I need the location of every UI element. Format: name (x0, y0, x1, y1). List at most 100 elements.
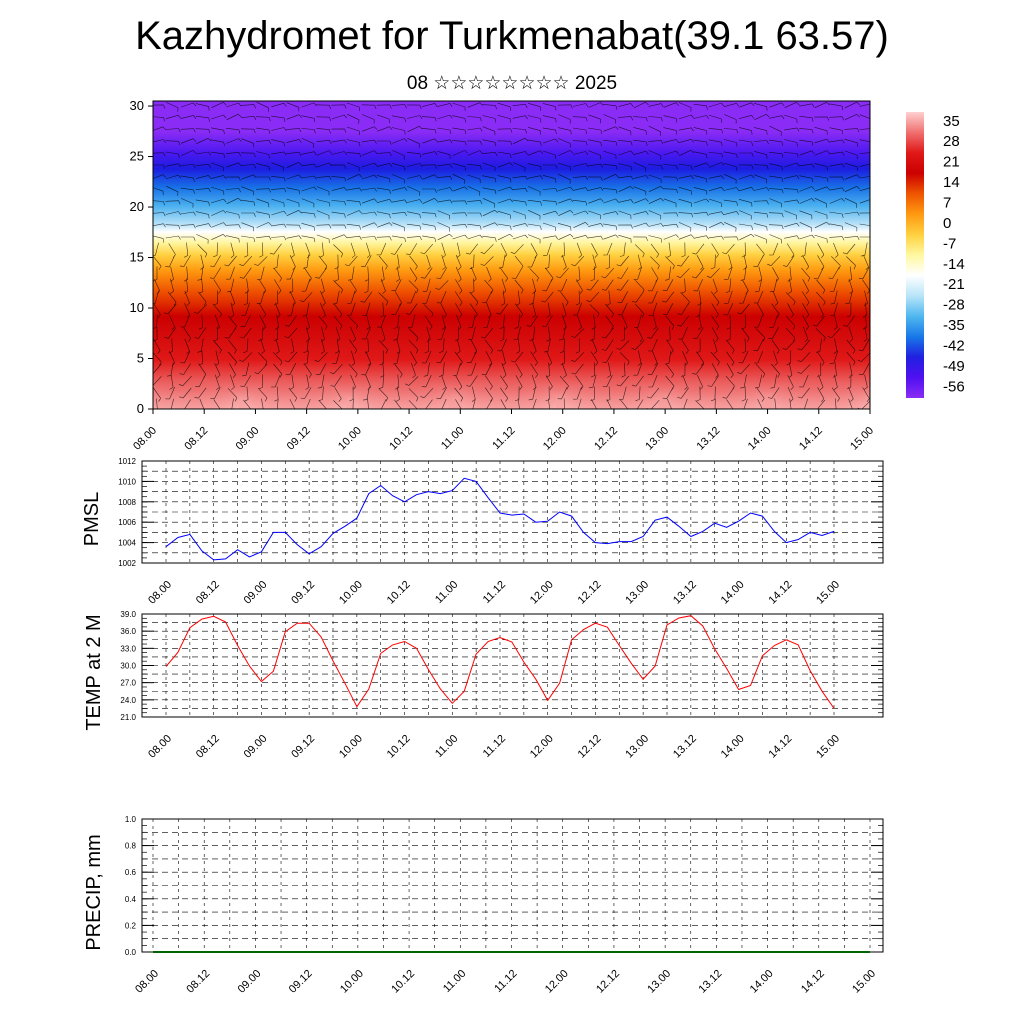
x-tick-label: 12.00 (528, 733, 556, 761)
y-tick-label: 20 (130, 199, 144, 214)
x-tick-label: 08.00 (133, 968, 161, 996)
x-tick-label: 13.12 (671, 579, 699, 607)
x-tick-label: 11.12 (492, 968, 519, 995)
y-tick-label: 21.0 (120, 713, 136, 722)
x-tick-label: 08.00 (146, 733, 174, 761)
x-tick-label: 10.12 (389, 968, 417, 996)
x-tick-label: 15.00 (814, 579, 842, 607)
x-tick-label: 11.00 (433, 733, 460, 760)
x-tick-label: 11.12 (481, 579, 508, 606)
x-tick-label: 14.00 (748, 968, 776, 996)
chart-title: Kazhydromet for Turkmenabat(39.1 63.57) (135, 14, 889, 58)
x-tick-label: 12.12 (594, 968, 622, 996)
colorbar-gradient (906, 112, 924, 398)
x-tick-label: 13.12 (697, 968, 725, 996)
x-tick-label: 13.00 (623, 579, 651, 607)
x-tick-label: 10.00 (337, 579, 365, 607)
y-tick-label: 5 (137, 351, 144, 366)
series-line (165, 477, 835, 561)
colorbar-label: -42 (943, 337, 965, 354)
y-tick-label: 1012 (118, 457, 136, 466)
x-tick-label: 12.12 (576, 733, 604, 761)
y-tick-label: 0.0 (125, 948, 137, 957)
x-tick-label: 10.12 (387, 425, 415, 453)
x-tick-label: 08.12 (184, 968, 212, 996)
x-tick-label: 15.00 (814, 733, 842, 761)
x-tick-label: 12.00 (541, 425, 569, 453)
colorbar: 35 28 21 14 7 0 -7 -14 -21 -28 -35 -42 -49 -56 (906, 112, 965, 398)
x-tick-label: 14.00 (719, 733, 747, 761)
x-tick-label: 09.00 (242, 579, 270, 607)
chart-subtitle: 08 ☆☆☆☆☆☆☆☆ 2025 (406, 73, 618, 94)
colorbar-label: 28 (943, 133, 960, 150)
colorbar-label: 21 (943, 154, 960, 171)
y-tick-label: 0.8 (125, 842, 137, 851)
x-tick-label: 13.00 (645, 968, 673, 996)
x-tick-label: 12.00 (528, 579, 556, 607)
x-tick-label: 09.12 (289, 579, 317, 607)
x-tick-label: 10.12 (385, 579, 413, 607)
y-axis-label: PRECIP, mm (83, 834, 105, 950)
y-axis-label: TEMP at 2 M (83, 614, 105, 730)
wind-barbs (153, 101, 870, 409)
x-tick-label: 14.12 (766, 579, 794, 607)
x-tick-label: 11.00 (439, 425, 466, 452)
y-tick-label: 1008 (118, 498, 136, 507)
x-tick-label: 13.00 (623, 733, 651, 761)
x-tick-label: 09.00 (242, 733, 270, 761)
x-tick-label: 09.00 (234, 425, 262, 453)
x-tick-label: 14.12 (799, 968, 827, 996)
warm-cell (448, 349, 565, 409)
x-tick-label: 08.12 (194, 733, 222, 761)
y-tick-label: 1002 (118, 559, 136, 568)
x-tick-label: 09.12 (285, 425, 313, 453)
x-tick-label: 08.12 (182, 425, 210, 453)
x-tick-label: 14.00 (746, 425, 774, 453)
y-tick-label: 39.0 (120, 610, 136, 619)
y-tick-label: 24.0 (120, 696, 136, 705)
y-tick-label: 10 (130, 300, 144, 315)
y-tick-label: 30 (130, 98, 144, 113)
x-tick-label: 12.00 (543, 968, 571, 996)
warm-cell (153, 349, 247, 409)
x-tick-label: 13.00 (643, 425, 671, 453)
y-tick-label: 1.0 (125, 815, 137, 824)
x-tick-label: 11.12 (481, 733, 508, 760)
colorbar-label: -14 (943, 256, 965, 273)
y-tick-label: 1004 (118, 539, 136, 548)
y-tick-label: 36.0 (120, 627, 136, 636)
x-tick-label: 09.00 (236, 968, 264, 996)
series-line (165, 615, 835, 709)
y-tick-label: 1006 (118, 518, 136, 527)
x-tick-label: 11.12 (490, 425, 517, 452)
colorbar-label: 0 (943, 215, 951, 232)
x-tick-label: 15.00 (848, 425, 876, 453)
y-axis-label: PMSL (81, 492, 103, 546)
x-tick-label: 10.00 (336, 425, 364, 453)
colorbar-label: -28 (943, 297, 965, 314)
temp-panel: 21.0 24.0 27.0 30.0 33.0 36.0 39.0 08.00 08.12 09… (83, 610, 884, 761)
y-tick-label: 0.6 (125, 868, 137, 877)
x-tick-label: 10.00 (338, 968, 366, 996)
x-tick-label: 10.12 (385, 733, 413, 761)
colorbar-label: -49 (943, 358, 965, 375)
colorbar-label: -56 (943, 378, 965, 395)
colorbar-label: 35 (943, 113, 960, 130)
colorbar-label: -7 (943, 235, 956, 252)
colorbar-label: -35 (943, 317, 965, 334)
y-tick-label: 15 (130, 250, 144, 265)
y-tick-label: 30.0 (120, 662, 136, 671)
x-tick-label: 08.00 (131, 425, 159, 453)
colorbar-label: 7 (943, 194, 951, 211)
y-tick-label: 25 (130, 149, 144, 164)
colorbar-label: 14 (943, 174, 960, 191)
pmsl-panel: 1002 1004 1006 1008 1010 1012 08.00 08.12 09.00 0… (81, 457, 884, 607)
colorbar-label: -21 (943, 276, 965, 293)
y-tick-label: 33.0 (120, 644, 136, 653)
x-tick-label: 13.12 (671, 733, 699, 761)
x-tick-label: 09.12 (287, 968, 315, 996)
x-tick-label: 14.00 (719, 579, 747, 607)
y-tick-label: 1010 (118, 477, 136, 486)
precip-panel: 0.0 0.2 0.4 0.6 0.8 1.0 08.00 08.12 09.00 09.12 10… (83, 815, 884, 996)
